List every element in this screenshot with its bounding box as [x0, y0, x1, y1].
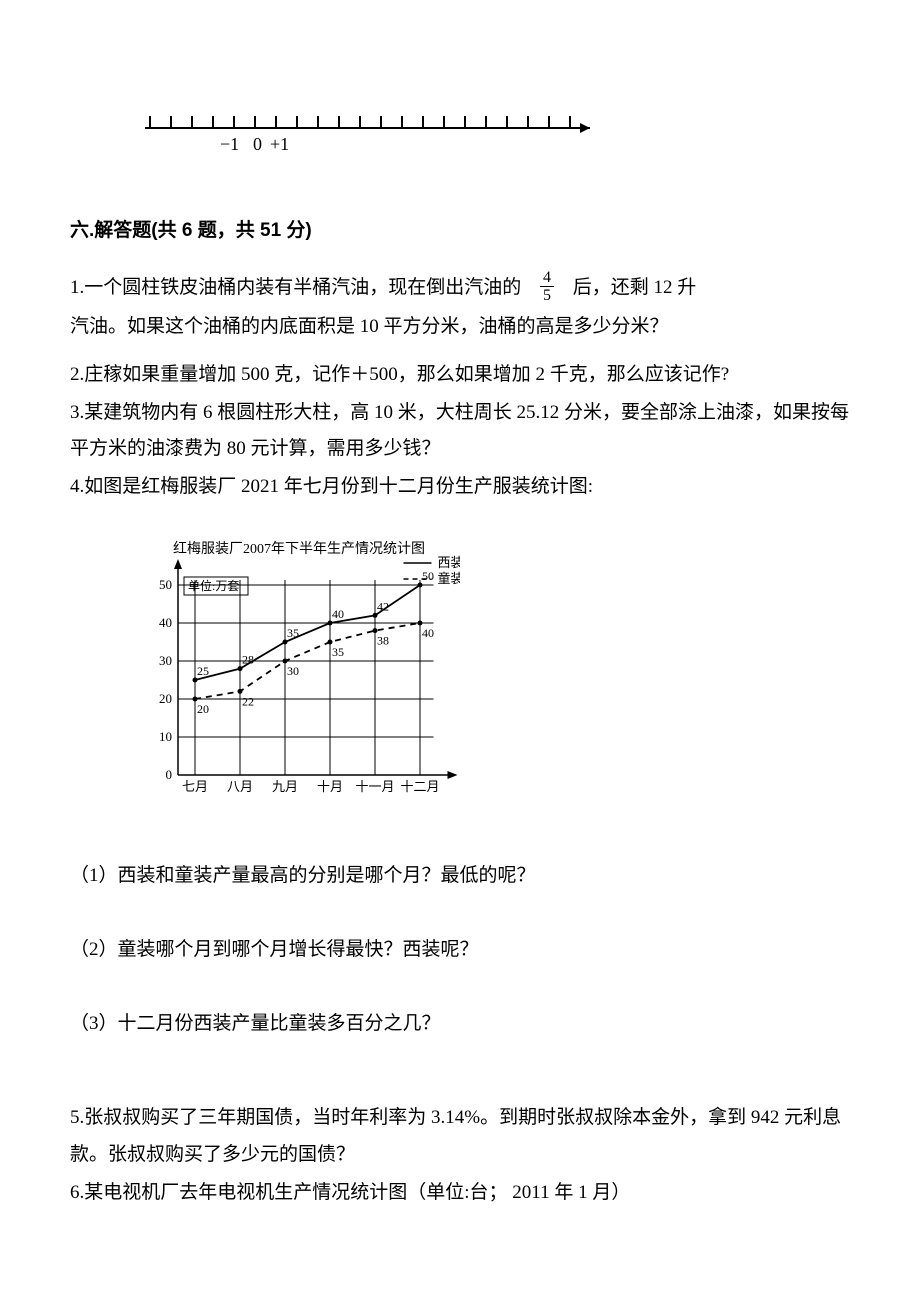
- svg-text:+1: +1: [270, 134, 289, 154]
- svg-text:十一月: 十一月: [355, 779, 394, 794]
- svg-text:十月: 十月: [317, 779, 343, 794]
- svg-text:42: 42: [377, 600, 389, 614]
- problem-4-sub3: （3）十二月份西装产量比童装多百分之几？: [70, 1006, 850, 1042]
- q1-text-part2: 后，还剩 12 升: [573, 277, 697, 298]
- svg-text:八月: 八月: [227, 779, 253, 794]
- section-6-title: 六.解答题(共 6 题，共 51 分): [70, 215, 850, 242]
- svg-text:30: 30: [159, 653, 172, 668]
- svg-text:20: 20: [197, 702, 209, 716]
- svg-text:20: 20: [159, 691, 172, 706]
- svg-text:28: 28: [242, 653, 254, 667]
- svg-text:50: 50: [159, 577, 172, 592]
- problem-5: 5.张叔叔购买了三年期国债，当时年利率为 3.14%。到期时张叔叔除本金外，拿到…: [70, 1100, 850, 1172]
- problem-3: 3.某建筑物内有 6 根圆柱形大柱，高 10 米，大柱周长 25.12 分米，要…: [70, 395, 850, 467]
- svg-text:30: 30: [287, 664, 299, 678]
- number-line-svg: −1 0 +1: [130, 100, 610, 160]
- svg-text:七月: 七月: [182, 779, 208, 794]
- problem-6: 6.某电视机厂去年电视机生产情况统计图（单位:台； 2011 年 1 月）: [70, 1175, 850, 1211]
- svg-text:童装: 童装: [438, 571, 461, 586]
- q1-fraction-numerator: 4: [540, 269, 554, 288]
- svg-text:九月: 九月: [272, 779, 298, 794]
- svg-text:红梅服装厂2007年下半年生产情况统计图: 红梅服装厂2007年下半年生产情况统计图: [173, 541, 425, 557]
- number-line-figure: −1 0 +1: [130, 100, 850, 165]
- problem-1: 1.一个圆柱铁皮油桶内装有半桶汽油，现在倒出汽油的 4 5 后，还剩 12 升: [70, 270, 850, 307]
- svg-text:38: 38: [377, 634, 389, 648]
- svg-text:40: 40: [422, 626, 434, 640]
- q1-fraction-denominator: 5: [540, 287, 554, 305]
- q1-fraction: 4 5: [540, 269, 554, 305]
- problem-4-intro: 4.如图是红梅服装厂 2021 年七月份到十二月份生产服装统计图:: [70, 469, 850, 505]
- problem-2: 2.庄稼如果重量增加 500 克，记作＋500，那么如果增加 2 千克，那么应该…: [70, 357, 850, 393]
- svg-text:35: 35: [287, 626, 299, 640]
- svg-text:十二月: 十二月: [400, 779, 439, 794]
- q1-text-part3: 汽油。如果这个油桶的内底面积是 10 平方分米，油桶的高是多少分米？: [70, 309, 850, 345]
- svg-text:10: 10: [159, 729, 172, 744]
- svg-text:西装: 西装: [438, 555, 461, 570]
- svg-text:50: 50: [422, 569, 434, 583]
- svg-text:40: 40: [159, 615, 172, 630]
- problem-4-sub1: （1）西装和童装产量最高的分别是哪个月？最低的呢？: [70, 858, 850, 894]
- line-chart-svg: 红梅服装厂2007年下半年生产情况统计图西装童装单位:万套01020304050…: [130, 535, 460, 815]
- q1-text-part1: 1.一个圆柱铁皮油桶内装有半桶汽油，现在倒出汽油的: [70, 277, 521, 298]
- svg-text:0: 0: [253, 134, 262, 154]
- problem-4-sub2: （2）童装哪个月到哪个月增长得最快？西装呢？: [70, 932, 850, 968]
- svg-text:22: 22: [242, 695, 254, 709]
- svg-text:−1: −1: [220, 134, 239, 154]
- svg-text:0: 0: [166, 767, 173, 782]
- line-chart-figure: 红梅服装厂2007年下半年生产情况统计图西装童装单位:万套01020304050…: [130, 535, 850, 820]
- svg-text:40: 40: [332, 607, 344, 621]
- svg-text:25: 25: [197, 664, 209, 678]
- svg-text:35: 35: [332, 645, 344, 659]
